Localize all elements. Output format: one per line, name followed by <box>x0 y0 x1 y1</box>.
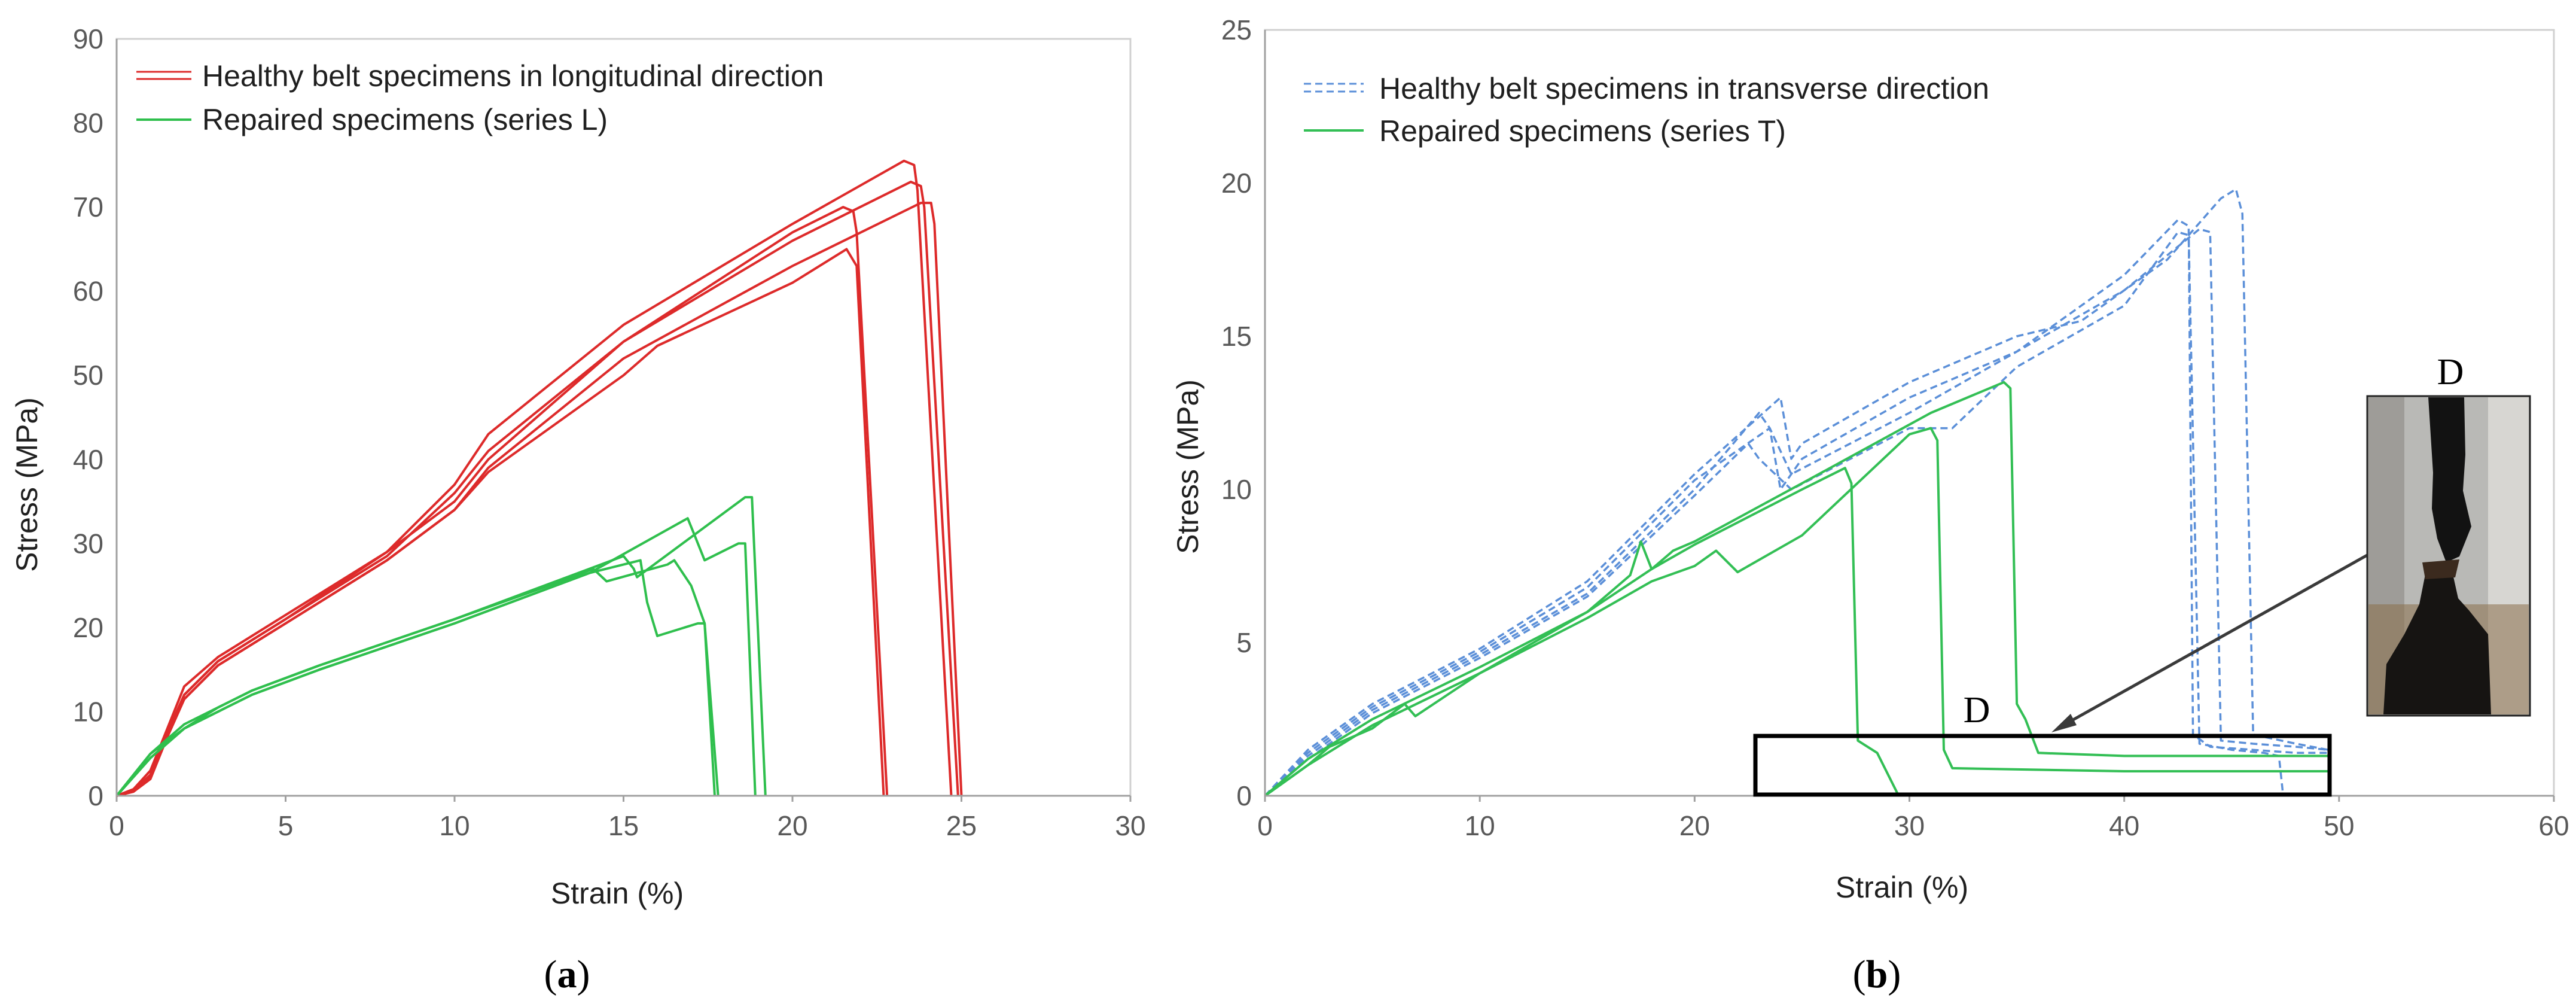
inset-photo-caption: D <box>2437 352 2464 393</box>
panel-label-b-close: ) <box>1888 953 1901 996</box>
y-tick-label-a: 0 <box>88 780 103 811</box>
y-tick-label-a: 80 <box>73 108 103 139</box>
panel-label-b: (b) <box>1853 953 1901 996</box>
annotation-arrow-shaft <box>2062 552 2371 727</box>
legend-entry-healthy-transverse: Healthy belt specimens in transverse dir… <box>1379 72 1989 105</box>
panel-label-a-close: ) <box>577 953 590 996</box>
y-axis-label-a: Stress (MPa) <box>10 397 44 572</box>
gridlines-a <box>115 796 1132 802</box>
y-tick-label-b: 0 <box>1236 780 1252 811</box>
x-tick-label-b: 50 <box>2324 810 2354 841</box>
y-tick-label-a: 90 <box>73 23 103 54</box>
y-tick-label-b: 25 <box>1221 14 1252 45</box>
gridlines-b <box>1264 796 2555 802</box>
series-lines-a <box>115 159 963 797</box>
x-tick-label-b: 60 <box>2538 810 2569 841</box>
x-tick-label-b: 10 <box>1465 810 1495 841</box>
x-tick-label-b: 30 <box>1894 810 1925 841</box>
inset-photo-specimen-upper <box>2428 397 2471 562</box>
x-tick-label-b: 0 <box>1257 810 1273 841</box>
x-tick-label-a: 15 <box>608 810 639 841</box>
y-tick-label-a: 30 <box>73 528 103 559</box>
inset-photo-specimen-fracture <box>2366 395 2531 717</box>
series-curve-b-1-1 <box>1264 427 2328 797</box>
y-tick-label-a: 70 <box>73 191 103 223</box>
x-tick-label-a: 20 <box>777 810 807 841</box>
series-curve-b-1-0 <box>1264 381 2328 797</box>
y-tick-label-a: 40 <box>73 444 103 475</box>
x-tick-label-b: 20 <box>1679 810 1710 841</box>
y-tick-label-a: 60 <box>73 276 103 307</box>
y-tick-label-a: 10 <box>73 696 103 727</box>
tick-labels-a: 0 5 10 15 20 25 30 0 10 20 30 40 50 60 70 80 90 <box>73 23 1146 841</box>
x-tick-label-b: 40 <box>2109 810 2139 841</box>
y-tick-label-b: 20 <box>1221 168 1252 199</box>
y-tick-label-b: 15 <box>1221 321 1252 352</box>
tick-labels-b: 0 10 20 30 40 50 60 0 5 10 15 20 25 <box>1221 14 2569 841</box>
x-axis-label-b: Strain (%) <box>1836 871 1968 904</box>
legend-entry-repaired-series-t: Repaired specimens (series T) <box>1379 114 1786 148</box>
panel-label-a-open: ( <box>544 953 557 996</box>
inset-photo-specimen-lower <box>2383 571 2491 714</box>
x-tick-label-a: 10 <box>439 810 470 841</box>
y-axis-label-b: Stress (MPa) <box>1171 379 1205 554</box>
annotation-highlight-box <box>1753 734 2332 797</box>
y-tick-label-a: 20 <box>73 612 103 643</box>
annotation-arrow <box>2051 552 2371 732</box>
series-curve-b-0-0 <box>1264 188 2329 797</box>
panel-b: 0 10 20 30 40 50 60 0 5 10 15 20 25 Strain (%) Stres… <box>1171 14 2569 996</box>
legend-a: Healthy belt specimens in longitudinal d… <box>136 59 824 136</box>
annotation-label-d: D <box>1964 690 1990 731</box>
y-tick-label-a: 50 <box>73 360 103 391</box>
x-tick-label-a: 30 <box>1115 810 1145 841</box>
series-curve-a-0-4 <box>116 248 885 797</box>
panel-label-b-open: ( <box>1853 953 1866 996</box>
panel-a: 0 5 10 15 20 25 30 0 10 20 30 40 50 60 70 80 90 Strain (… <box>10 23 1146 996</box>
y-tick-label-b: 5 <box>1236 627 1252 658</box>
inset-photo-fracture-fray <box>2422 559 2459 579</box>
legend-b: Healthy belt specimens in transverse dir… <box>1304 72 1989 148</box>
legend-entry-repaired-series-l: Repaired specimens (series L) <box>202 103 608 136</box>
series-curve-b-1-2 <box>1264 467 1900 797</box>
y-tick-label-b: 10 <box>1221 474 1252 505</box>
series-curve-b-0-1 <box>1264 228 2329 797</box>
x-tick-label-a: 25 <box>946 810 977 841</box>
x-tick-label-a: 5 <box>278 810 294 841</box>
plot-area-a <box>115 38 1132 797</box>
panel-label-b-letter: b <box>1866 953 1888 996</box>
panel-label-a-letter: a <box>557 953 577 996</box>
panel-label-a: (a) <box>544 953 590 996</box>
legend-entry-healthy-longitudinal: Healthy belt specimens in longitudinal d… <box>202 59 824 93</box>
series-lines-b <box>1264 188 2329 797</box>
x-axis-label-a: Strain (%) <box>551 877 684 910</box>
series-curve-a-1-3 <box>115 559 716 797</box>
annotation-arrow-head <box>2051 714 2077 732</box>
x-tick-label-a: 0 <box>109 810 124 841</box>
